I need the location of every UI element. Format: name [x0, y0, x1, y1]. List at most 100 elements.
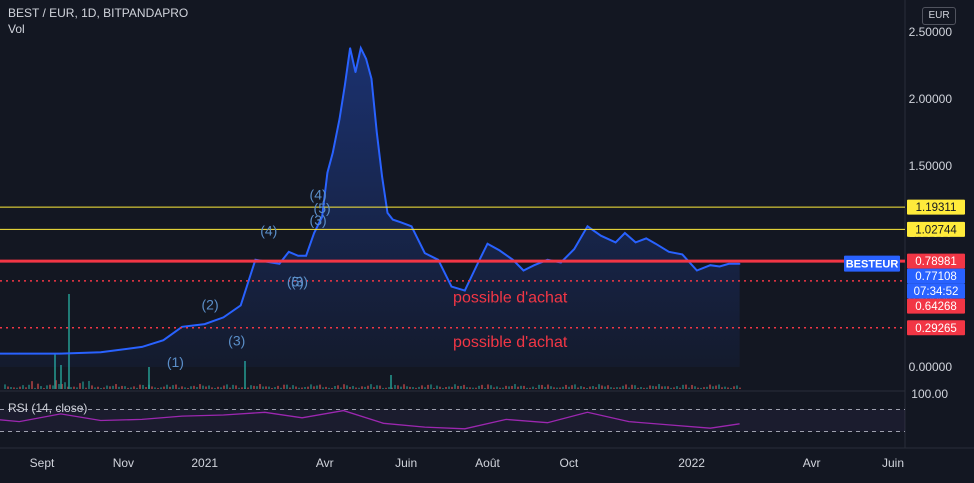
volume-bar — [634, 385, 636, 389]
volume-bar — [445, 387, 447, 389]
volume-bar — [721, 387, 723, 389]
price-point — [424, 252, 426, 254]
volume-bar — [226, 384, 228, 389]
volume-bar — [739, 387, 741, 389]
volume-bar — [481, 384, 483, 389]
price-point — [222, 316, 225, 319]
volume-bar — [346, 385, 348, 389]
price-badge — [907, 320, 965, 336]
volume-bar — [52, 385, 54, 389]
volume-bar — [643, 387, 645, 389]
rsi-label: RSI (14, close) — [8, 401, 87, 415]
volume-bar — [373, 387, 375, 389]
volume-bar — [235, 385, 237, 389]
volume-bar — [484, 387, 486, 389]
volume-spike — [148, 367, 150, 389]
volume-bar — [199, 384, 201, 389]
volume-bar — [541, 384, 543, 389]
volume-bar — [166, 384, 168, 389]
volume-bar — [340, 387, 342, 389]
wave-label: (3) — [228, 333, 245, 349]
volume-bar — [406, 386, 408, 389]
volume-bar — [493, 387, 495, 389]
volume-bar — [637, 387, 639, 389]
price-series-line — [0, 45, 740, 355]
volume-bar — [172, 385, 174, 389]
volume-bar — [364, 386, 366, 389]
volume-bar — [616, 387, 618, 389]
volume-bar — [547, 384, 549, 389]
price-point — [681, 253, 684, 256]
volume-bar — [412, 387, 414, 389]
volume-bar — [646, 387, 648, 389]
volume-bar — [112, 385, 114, 389]
x-tick-label: Juin — [882, 456, 904, 470]
volume-bar — [553, 387, 555, 389]
price-badge-label: 0.29265 — [915, 323, 957, 335]
volume-bar — [121, 385, 123, 389]
volume-bar — [322, 387, 324, 389]
annotation-label: possible d'achat — [453, 334, 568, 351]
price-point — [18, 352, 21, 355]
rsi-line — [0, 409, 740, 430]
volume-bar — [175, 384, 177, 389]
price-point — [696, 269, 698, 272]
volume-bar — [622, 385, 624, 389]
volume-bar — [109, 386, 111, 389]
volume-bar — [10, 387, 12, 389]
volume-bar — [154, 387, 156, 389]
volume-bar — [697, 387, 699, 389]
price-point — [370, 78, 373, 80]
volume-bar — [310, 384, 312, 389]
volume-bar — [706, 386, 708, 389]
volume-bar — [331, 387, 333, 389]
volume-bar — [196, 387, 198, 389]
volume-bar — [232, 384, 234, 389]
volume-bar — [139, 384, 141, 389]
volume-bar — [241, 387, 243, 389]
volume-bar — [49, 384, 51, 389]
price-point — [141, 346, 143, 348]
volume-bar — [280, 387, 282, 389]
price-point — [718, 265, 721, 268]
volume-bar — [73, 386, 75, 389]
volume-bar — [88, 380, 90, 389]
price-point — [450, 285, 453, 288]
volume-bar — [688, 387, 690, 389]
volume-bar — [466, 387, 468, 389]
volume-bar — [589, 386, 591, 389]
volume-bar — [127, 387, 129, 389]
volume-bar — [670, 387, 672, 389]
volume-bar — [157, 387, 159, 389]
wave-label: (5) — [314, 200, 331, 216]
volume-bar — [355, 387, 357, 389]
volume-bar — [94, 387, 96, 389]
volume-bar — [475, 387, 477, 389]
volume-bar — [142, 384, 144, 389]
volume-bar — [319, 384, 321, 389]
x-tick-label: 2021 — [191, 456, 218, 470]
volume-bar — [214, 387, 216, 389]
volume-bar — [664, 386, 666, 389]
volume-bar — [718, 384, 720, 389]
volume-bar — [238, 387, 240, 389]
volume-bar — [160, 387, 162, 389]
x-tick-label: Avr — [316, 456, 334, 470]
volume-bar — [610, 387, 612, 389]
volume-bar — [526, 387, 528, 389]
wave-label: (3) — [291, 274, 308, 290]
volume-bar — [82, 381, 84, 389]
volume-bar — [433, 387, 435, 389]
volume-bar — [502, 387, 504, 389]
currency-button[interactable]: EUR — [922, 7, 956, 25]
volume-bar — [601, 385, 603, 389]
volume-bar — [352, 385, 354, 389]
volume-bar — [427, 384, 429, 389]
volume-bar — [187, 387, 189, 389]
volume-bar — [271, 387, 273, 389]
volume-bar — [259, 384, 261, 389]
volume-bar — [253, 385, 255, 389]
volume-bar — [145, 387, 147, 389]
